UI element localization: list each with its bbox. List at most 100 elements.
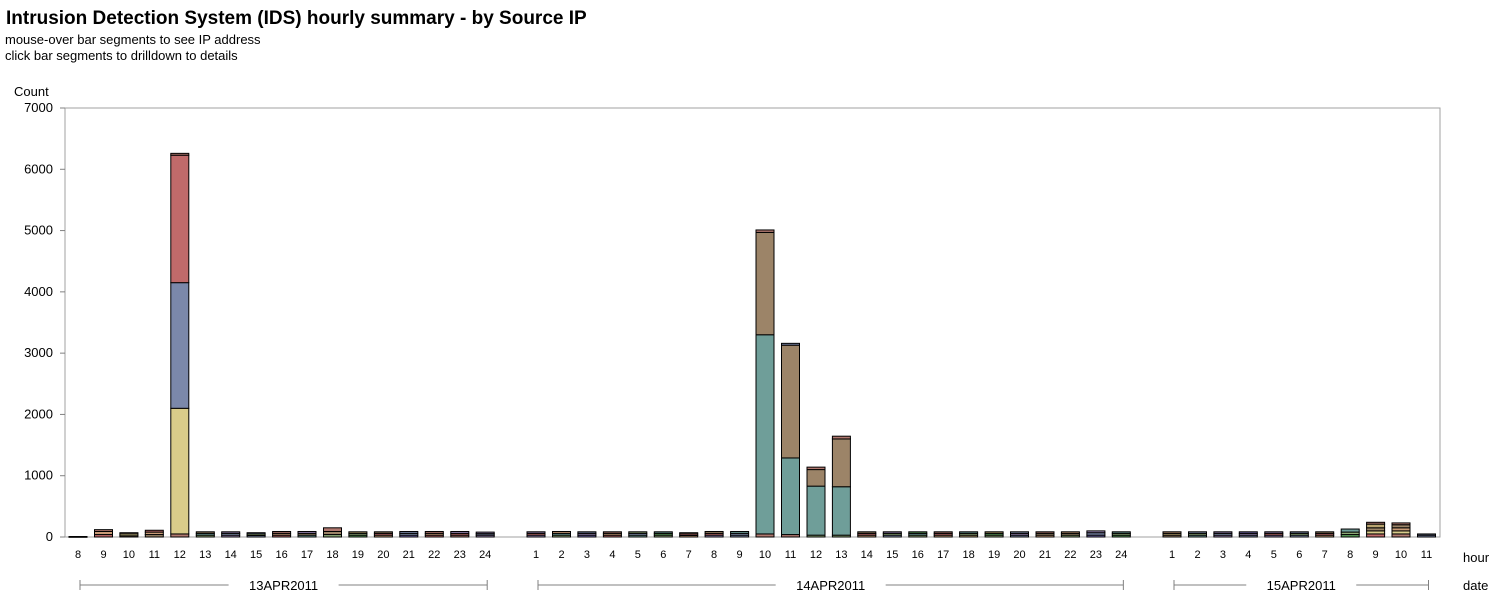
bar-segment[interactable] bbox=[1340, 528, 1360, 533]
bar-segment[interactable] bbox=[1035, 531, 1055, 534]
bar-segment[interactable] bbox=[170, 407, 190, 535]
bar-segment[interactable] bbox=[246, 532, 266, 535]
date-axis-label: date bbox=[1463, 578, 1488, 593]
bar-segment[interactable] bbox=[1417, 533, 1436, 536]
subtitle-hover-hint: mouse-over bar segments to see IP addres… bbox=[5, 32, 261, 47]
y-tick-label: 3000 bbox=[24, 345, 53, 360]
bar-segment[interactable] bbox=[959, 531, 979, 534]
hour-tick-label: 13 bbox=[199, 549, 211, 561]
bar-segment[interactable] bbox=[831, 435, 851, 440]
bar-segment[interactable] bbox=[653, 531, 673, 534]
bar-segment[interactable] bbox=[831, 438, 851, 488]
bar-segment[interactable] bbox=[119, 532, 139, 535]
bar-segment[interactable] bbox=[1366, 523, 1386, 529]
bar-segment[interactable] bbox=[1060, 531, 1080, 534]
bar-segment[interactable] bbox=[1086, 530, 1106, 534]
bar-segment[interactable] bbox=[781, 342, 800, 346]
bar-segment[interactable] bbox=[195, 531, 215, 534]
bar-segment[interactable] bbox=[679, 532, 699, 535]
bar-segment[interactable] bbox=[94, 529, 113, 532]
y-tick-label: 2000 bbox=[24, 406, 53, 421]
y-tick-label: 1000 bbox=[24, 468, 53, 483]
bar-segment[interactable] bbox=[806, 466, 826, 471]
bar-segment[interactable] bbox=[1010, 531, 1029, 534]
hour-tick-label: 3 bbox=[584, 549, 590, 561]
hour-tick-label: 12 bbox=[174, 549, 186, 561]
hour-tick-label: 12 bbox=[810, 549, 822, 561]
subtitle-click-hint: click bar segments to drilldown to detai… bbox=[5, 48, 238, 63]
hour-tick-label: 24 bbox=[1115, 549, 1127, 561]
date-group-label: 14APR2011 bbox=[796, 578, 865, 593]
bar-segment[interactable] bbox=[1366, 521, 1386, 525]
hour-tick-label: 10 bbox=[759, 549, 771, 561]
bar-segment[interactable] bbox=[1111, 531, 1131, 534]
bar-segment[interactable] bbox=[170, 152, 190, 156]
bar-segment[interactable] bbox=[831, 486, 851, 536]
hour-tick-label: 14 bbox=[225, 549, 237, 561]
bar-segment[interactable] bbox=[552, 530, 571, 534]
hour-tick-label: 24 bbox=[479, 549, 491, 561]
bar-segment[interactable] bbox=[348, 531, 368, 534]
bar-segment[interactable] bbox=[577, 531, 597, 534]
hour-tick-label: 18 bbox=[962, 549, 974, 561]
bar-segment[interactable] bbox=[933, 531, 953, 534]
bar-segment[interactable] bbox=[984, 531, 1004, 534]
bar-segment[interactable] bbox=[1264, 531, 1284, 534]
bar-segment[interactable] bbox=[755, 229, 775, 233]
bar-segment[interactable] bbox=[144, 529, 164, 533]
hour-tick-label: 6 bbox=[660, 549, 666, 561]
hour-tick-label: 11 bbox=[1421, 549, 1432, 561]
bar-segment[interactable] bbox=[221, 531, 241, 534]
bar-segment[interactable] bbox=[170, 282, 190, 409]
bar-segment[interactable] bbox=[781, 457, 800, 536]
bar-segment[interactable] bbox=[399, 530, 419, 534]
bar-segment[interactable] bbox=[730, 530, 750, 534]
hour-tick-label: 6 bbox=[1296, 549, 1302, 561]
bar-segment[interactable] bbox=[475, 531, 495, 535]
hour-tick-label: 4 bbox=[1245, 549, 1251, 561]
hour-tick-label: 10 bbox=[1395, 549, 1407, 561]
bar-segment[interactable] bbox=[323, 527, 342, 532]
bar-segment[interactable] bbox=[704, 530, 724, 534]
bar-segment[interactable] bbox=[1238, 531, 1258, 534]
bar-segment[interactable] bbox=[781, 344, 800, 459]
hour-tick-label: 22 bbox=[1064, 549, 1076, 561]
hour-tick-label: 13 bbox=[835, 549, 847, 561]
bar-segment[interactable] bbox=[806, 485, 826, 536]
hour-tick-label: 20 bbox=[1013, 549, 1025, 561]
y-tick-label: 4000 bbox=[24, 284, 53, 299]
bar-segment[interactable] bbox=[297, 530, 317, 534]
hour-tick-label: 10 bbox=[123, 549, 135, 561]
bar-segment[interactable] bbox=[272, 530, 292, 534]
hour-tick-label: 17 bbox=[301, 549, 313, 561]
bar-segment[interactable] bbox=[1315, 531, 1335, 534]
bar-segment[interactable] bbox=[908, 531, 928, 534]
bar-segment[interactable] bbox=[526, 531, 546, 534]
hour-tick-label: 15 bbox=[250, 549, 262, 561]
chart-title: Intrusion Detection System (IDS) hourly … bbox=[6, 8, 587, 29]
bar-segment[interactable] bbox=[857, 531, 877, 534]
bar-segment[interactable] bbox=[450, 530, 470, 534]
bar-segment[interactable] bbox=[1391, 522, 1411, 526]
bar-segment[interactable] bbox=[755, 334, 775, 535]
bar-segment[interactable] bbox=[602, 531, 622, 534]
hour-tick-label: 3 bbox=[1220, 549, 1226, 561]
y-tick-label: 7000 bbox=[24, 100, 53, 115]
bar-segment[interactable] bbox=[1188, 531, 1207, 534]
bar-segment[interactable] bbox=[628, 531, 648, 534]
bar-segment[interactable] bbox=[806, 469, 826, 487]
bar-segment[interactable] bbox=[1162, 531, 1182, 534]
hour-tick-label: 1 bbox=[533, 549, 539, 561]
hour-tick-label: 9 bbox=[737, 549, 743, 561]
bar-segment[interactable] bbox=[755, 231, 775, 336]
bar-segment[interactable] bbox=[373, 531, 393, 534]
bar-segment[interactable] bbox=[1213, 531, 1233, 534]
hour-tick-label: 16 bbox=[912, 549, 924, 561]
bar-segment[interactable] bbox=[68, 536, 88, 538]
bar-segment[interactable] bbox=[424, 530, 444, 534]
hour-tick-label: 23 bbox=[454, 549, 466, 561]
hour-tick-label: 5 bbox=[635, 549, 641, 561]
bar-segment[interactable] bbox=[1289, 531, 1309, 534]
bar-segment[interactable] bbox=[882, 531, 902, 534]
bar-segment[interactable] bbox=[170, 154, 190, 284]
